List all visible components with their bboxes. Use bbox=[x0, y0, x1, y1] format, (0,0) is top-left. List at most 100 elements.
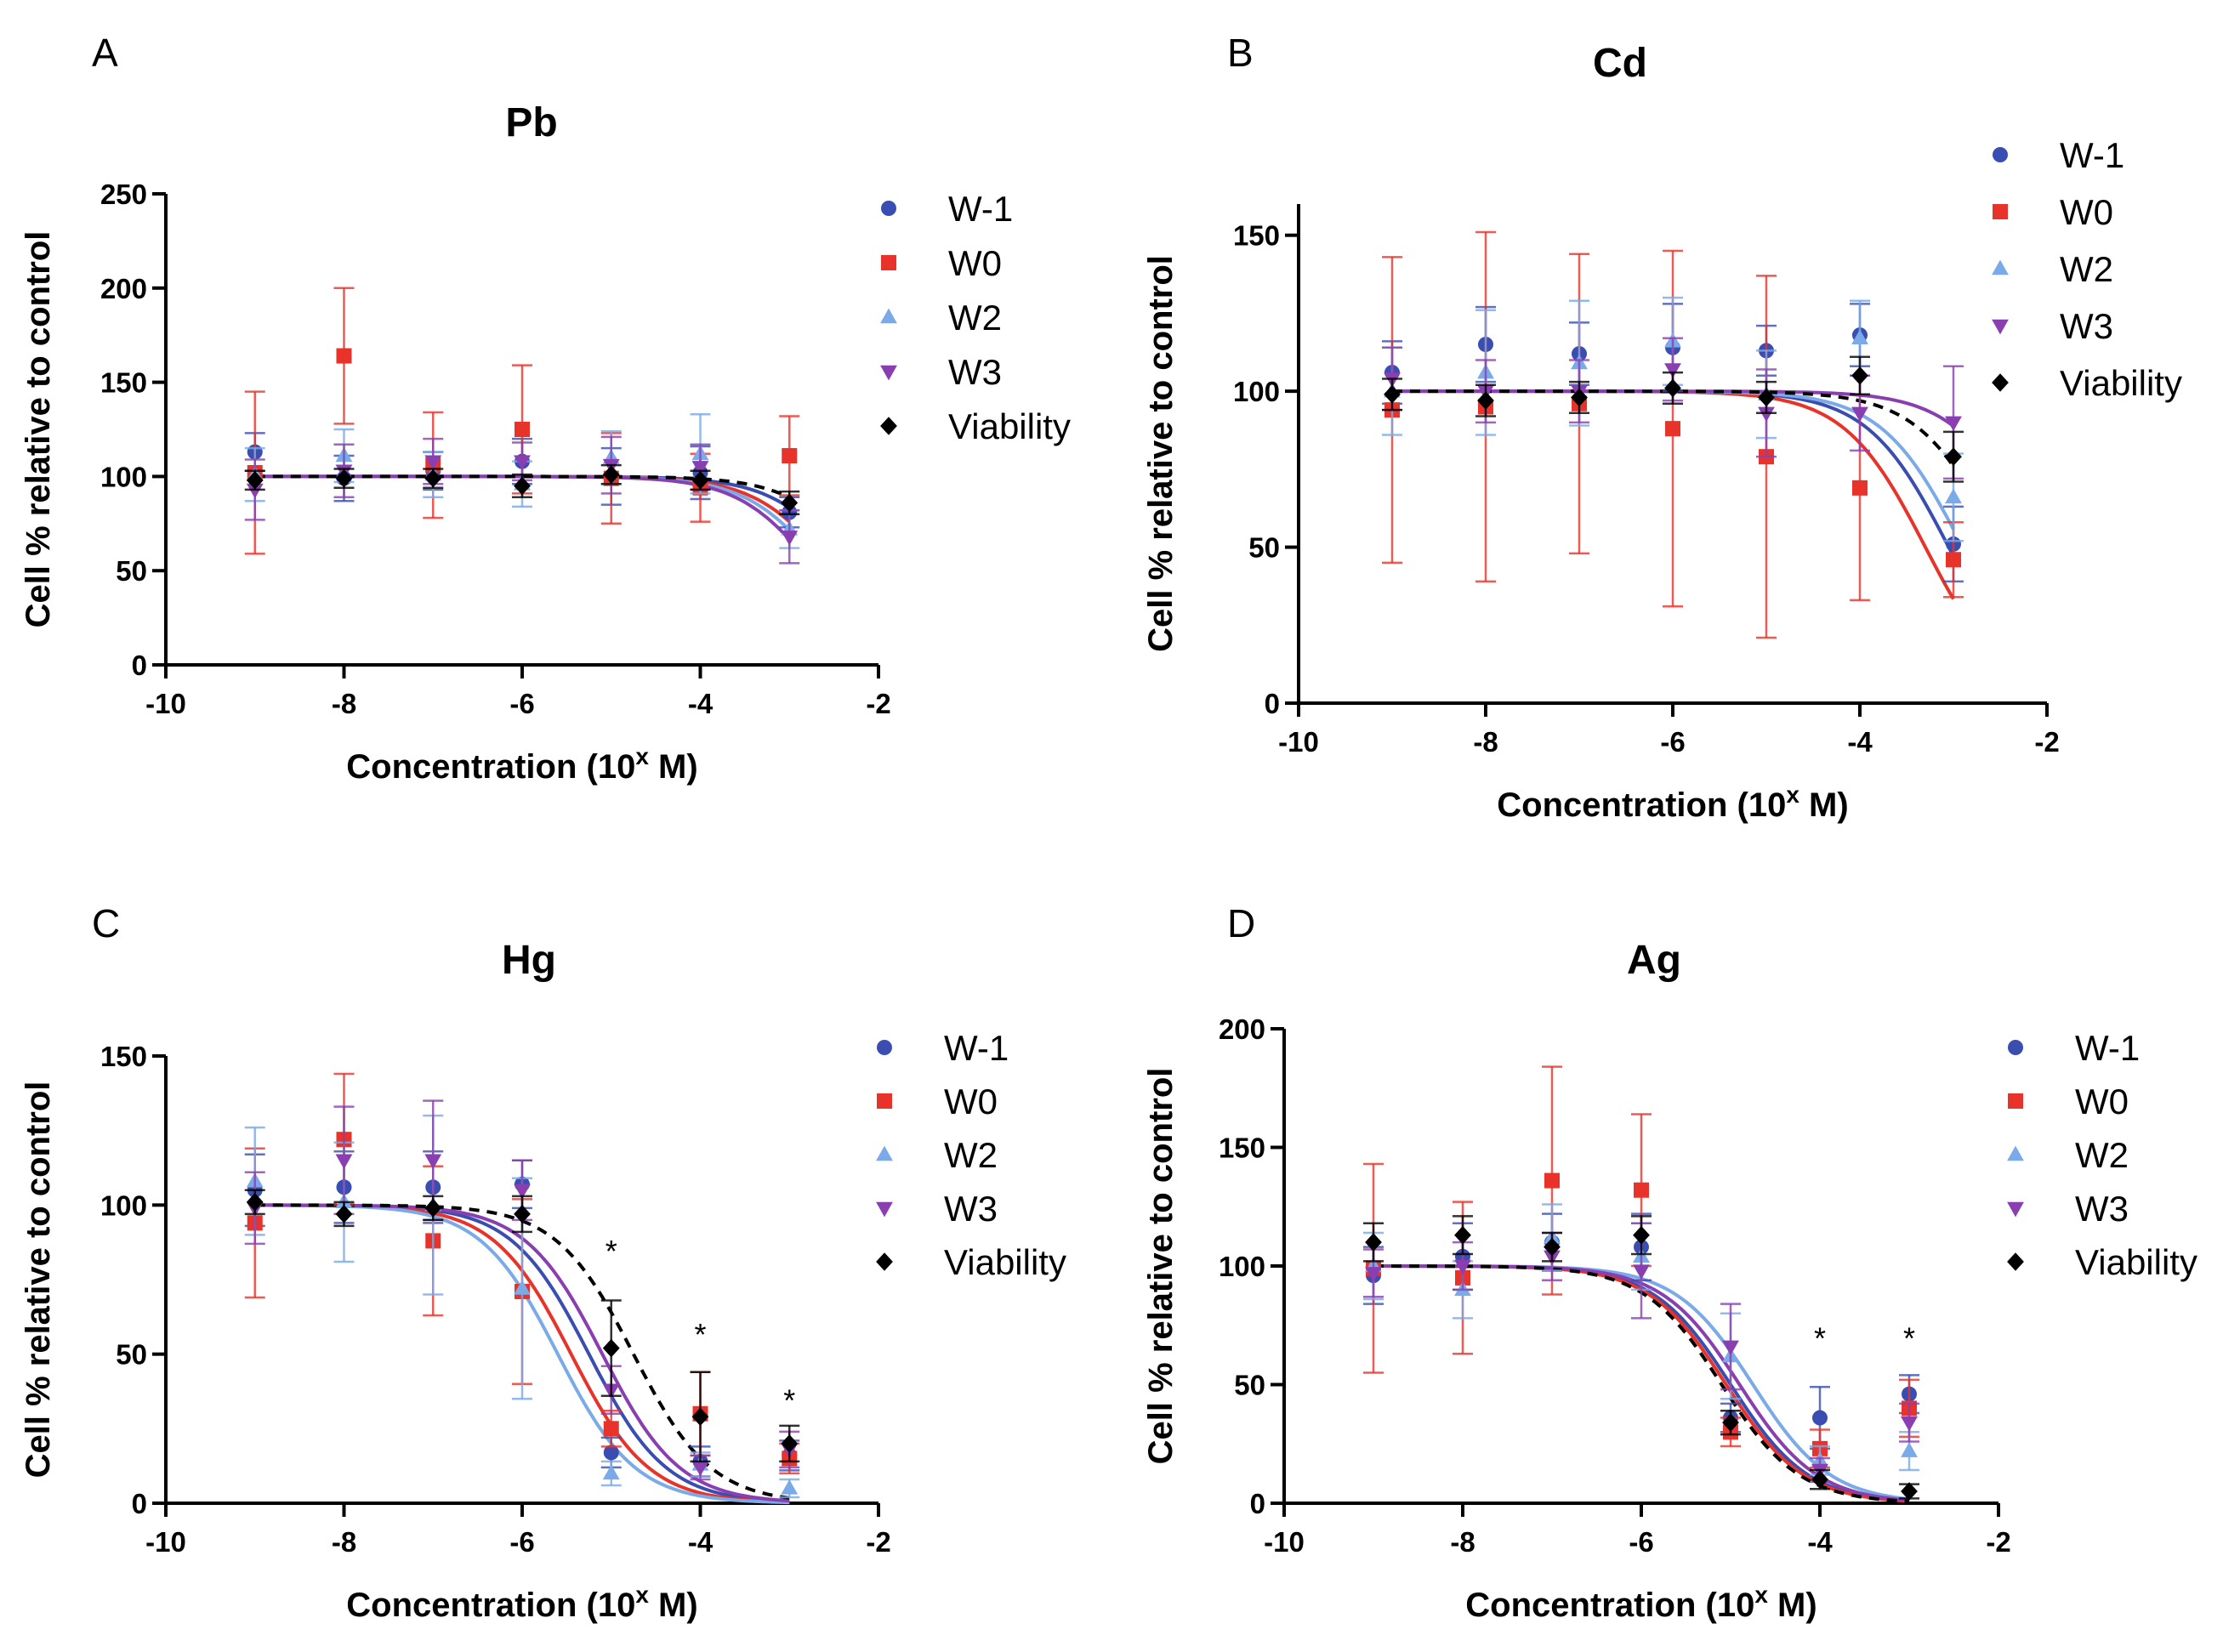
x-tick-label: -2 bbox=[866, 1526, 890, 1558]
legend-marker-w-1 bbox=[881, 201, 896, 216]
y-axis-label: Cell % relative to control bbox=[1142, 1068, 1180, 1465]
legend-marker-w-1 bbox=[1993, 147, 2008, 162]
legend-label-w2: W2 bbox=[944, 1135, 998, 1175]
data-point-viability bbox=[1633, 1225, 1650, 1245]
significance-star: * bbox=[1903, 1321, 1915, 1356]
x-axis-label: Concentration (10x M) bbox=[1497, 781, 1848, 824]
data-point-w3 bbox=[1945, 416, 1962, 432]
legend-label-w-1: W-1 bbox=[2075, 1028, 2140, 1068]
data-point-w3 bbox=[424, 1154, 442, 1170]
legend-marker-w0 bbox=[877, 1093, 892, 1109]
legend-label-w-1: W-1 bbox=[948, 189, 1013, 229]
legend-marker-viability bbox=[2007, 1252, 2024, 1271]
x-axis-label-prefix: Concentration (10 bbox=[1465, 1587, 1754, 1624]
data-point-w2 bbox=[602, 1464, 620, 1480]
data-point-viability bbox=[1664, 378, 1681, 398]
y-tick-label: 50 bbox=[1234, 1370, 1265, 1401]
data-point-viability bbox=[781, 1434, 799, 1453]
y-tick-label: 150 bbox=[1233, 220, 1280, 252]
legend-label-w2: W2 bbox=[948, 298, 1002, 338]
significance-star: * bbox=[783, 1382, 795, 1417]
legend-label-w-1: W-1 bbox=[2060, 135, 2124, 175]
x-axis-label-prefix: Concentration (10 bbox=[1497, 786, 1786, 824]
y-axis-label: Cell % relative to control bbox=[20, 1081, 57, 1479]
x-axis-label-suffix: M) bbox=[649, 748, 698, 786]
data-point-viability bbox=[1722, 1413, 1739, 1432]
x-axis-label-exponent: x bbox=[1786, 781, 1799, 808]
legend-marker-w3 bbox=[880, 365, 897, 381]
x-tick-label: -10 bbox=[1264, 1526, 1305, 1558]
legend-marker-w3 bbox=[1992, 319, 2009, 335]
panel-c: C Hg -10 -8 -6 -4 -2 0 50 100 150 Concentration (10… bbox=[20, 901, 1066, 1624]
x-tick-label: -8 bbox=[332, 688, 356, 719]
data-point-w3 bbox=[1758, 406, 1775, 423]
data-point-viability bbox=[1544, 1237, 1561, 1257]
legend-label-w2: W2 bbox=[2075, 1135, 2129, 1175]
y-axis-label: Cell % relative to control bbox=[1142, 255, 1180, 652]
data-point-viability bbox=[691, 471, 709, 490]
y-tick-label: 50 bbox=[1248, 532, 1280, 564]
data-point-w2 bbox=[1945, 488, 1962, 504]
x-tick-label: -2 bbox=[1986, 1526, 2010, 1558]
y-tick-label: 200 bbox=[100, 273, 147, 304]
data-point-w3 bbox=[1851, 406, 1868, 423]
data-point-w3 bbox=[1664, 363, 1681, 378]
legend-label-w3: W3 bbox=[948, 352, 1002, 392]
data-point-w3 bbox=[1722, 1340, 1739, 1356]
data-point-viability bbox=[1901, 1482, 1918, 1501]
x-tick-label: -2 bbox=[866, 688, 890, 719]
data-point-w3 bbox=[335, 1154, 353, 1170]
y-tick-label: 150 bbox=[100, 367, 147, 399]
x-axis-label-prefix: Concentration (10 bbox=[346, 748, 635, 786]
x-tick-label: -6 bbox=[1660, 726, 1685, 758]
data-point-viability bbox=[1454, 1225, 1471, 1245]
legend-label-viability: Viability bbox=[948, 406, 1071, 446]
legend-label-w0: W0 bbox=[2060, 192, 2113, 232]
data-point-w3 bbox=[781, 531, 799, 546]
x-tick-label: -6 bbox=[509, 1526, 534, 1558]
data-point-w0 bbox=[1852, 480, 1868, 496]
legend-label-w2: W2 bbox=[2060, 249, 2113, 289]
data-point-viability bbox=[1365, 1233, 1382, 1252]
data-point-viability bbox=[514, 1205, 531, 1223]
data-point-viability bbox=[781, 493, 799, 513]
y-tick-label: 150 bbox=[1219, 1133, 1265, 1164]
y-tick-label: 50 bbox=[116, 555, 147, 587]
y-tick-label: 100 bbox=[100, 1189, 147, 1221]
legend-marker-viability bbox=[1992, 373, 2009, 392]
y-tick-label: 50 bbox=[116, 1339, 147, 1371]
legend-label-w0: W0 bbox=[948, 243, 1002, 283]
data-point-w3 bbox=[514, 1184, 531, 1200]
legend-label-w0: W0 bbox=[2075, 1081, 2129, 1121]
data-point-viability bbox=[1758, 388, 1775, 407]
data-point-w2 bbox=[1901, 1442, 1918, 1457]
data-point-w3 bbox=[1365, 1267, 1382, 1282]
data-point-viability bbox=[1945, 447, 1962, 466]
legend-label-viability: Viability bbox=[2060, 363, 2182, 403]
data-point-viability bbox=[602, 1338, 620, 1358]
significance-star: * bbox=[694, 1317, 706, 1352]
data-point-w2 bbox=[781, 1479, 799, 1495]
x-axis-label-suffix: M) bbox=[649, 1587, 698, 1624]
legend-label-viability: Viability bbox=[944, 1242, 1066, 1282]
legend-label-w0: W0 bbox=[944, 1081, 998, 1121]
legend-label-w3: W3 bbox=[2060, 306, 2113, 346]
legend-marker-viability bbox=[876, 1252, 893, 1271]
legend-marker-w2 bbox=[880, 308, 897, 324]
legend-marker-w2 bbox=[2007, 1145, 2024, 1161]
data-point-viability bbox=[691, 1407, 709, 1427]
data-point-viability bbox=[424, 1199, 442, 1218]
panel-letter: C bbox=[92, 901, 120, 945]
data-point-viability bbox=[246, 1193, 264, 1212]
legend-label-w3: W3 bbox=[944, 1189, 998, 1229]
data-point-viability bbox=[602, 465, 620, 484]
significance-star: * bbox=[605, 1234, 617, 1269]
legend-marker-w2 bbox=[876, 1145, 893, 1161]
data-point-w0 bbox=[515, 422, 530, 437]
x-axis-label-prefix: Concentration (10 bbox=[346, 1587, 635, 1624]
data-point-viability bbox=[424, 468, 442, 488]
data-point-w0 bbox=[1665, 421, 1680, 437]
legend-label-viability: Viability bbox=[2075, 1242, 2197, 1282]
panel-letter: D bbox=[1227, 901, 1255, 945]
